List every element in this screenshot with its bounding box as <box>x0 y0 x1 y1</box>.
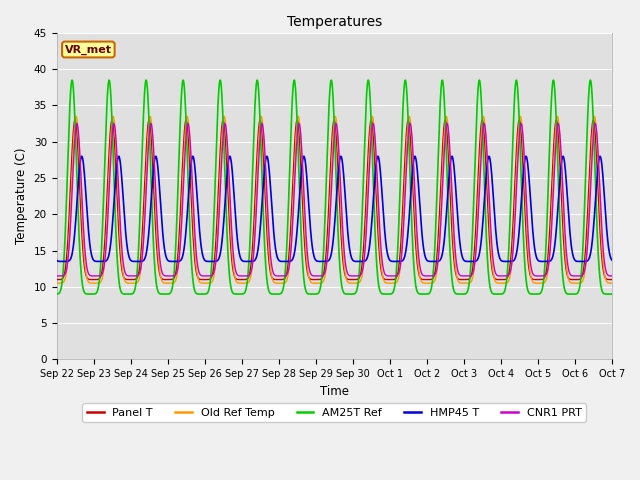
Y-axis label: Temperature (C): Temperature (C) <box>15 148 28 244</box>
Legend: Panel T, Old Ref Temp, AM25T Ref, HMP45 T, CNR1 PRT: Panel T, Old Ref Temp, AM25T Ref, HMP45 … <box>83 403 586 422</box>
Text: VR_met: VR_met <box>65 44 112 55</box>
X-axis label: Time: Time <box>320 384 349 397</box>
Title: Temperatures: Temperatures <box>287 15 382 29</box>
